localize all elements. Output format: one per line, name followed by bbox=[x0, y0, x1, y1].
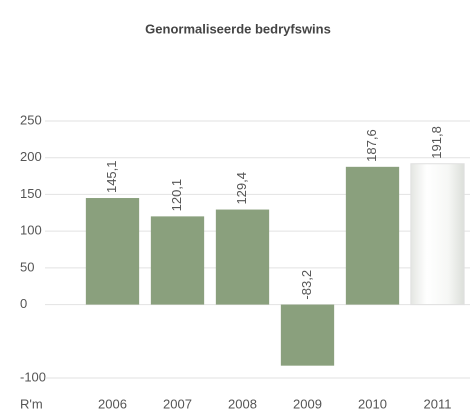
y-tick-label: 0 bbox=[20, 296, 27, 311]
y-tick-label: 200 bbox=[20, 149, 42, 164]
unit-label: R'm bbox=[20, 396, 43, 411]
value-label: 191,8 bbox=[429, 126, 444, 159]
y-tick-label: 100 bbox=[20, 223, 42, 238]
y-tick-label: 50 bbox=[20, 259, 34, 274]
x-tick-label: 2007 bbox=[163, 396, 192, 411]
x-tick-label: 2010 bbox=[358, 396, 387, 411]
bar bbox=[85, 198, 140, 305]
value-label: 187,6 bbox=[364, 129, 379, 162]
x-tick-label: 2011 bbox=[424, 396, 452, 411]
value-label: 129,4 bbox=[234, 172, 249, 205]
bar bbox=[150, 216, 205, 305]
y-tick-label: -100 bbox=[20, 369, 46, 384]
bar bbox=[345, 166, 400, 305]
bar bbox=[280, 304, 335, 366]
chart-title: Genormaliseerde bedryfswins bbox=[145, 21, 331, 36]
bar bbox=[215, 209, 270, 305]
x-tick-label: 2009 bbox=[293, 396, 322, 411]
y-tick-label: 250 bbox=[20, 112, 42, 127]
x-tick-label: 2008 bbox=[228, 396, 257, 411]
x-tick-label: 2006 bbox=[98, 396, 127, 411]
value-label: 145,1 bbox=[104, 160, 119, 193]
glass-bar bbox=[410, 163, 465, 306]
value-label: 120,1 bbox=[169, 179, 184, 212]
y-tick-label: 150 bbox=[20, 186, 42, 201]
value-label: -83,2 bbox=[299, 270, 314, 300]
